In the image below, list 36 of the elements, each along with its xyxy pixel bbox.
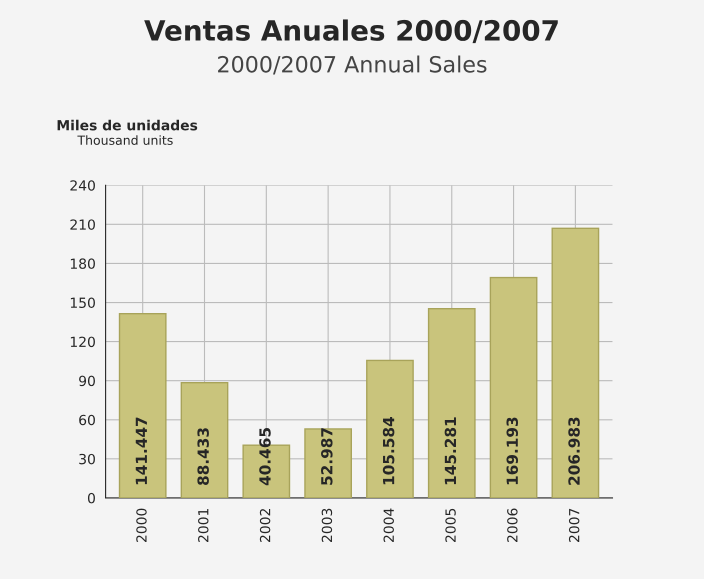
bar xyxy=(366,360,414,498)
x-tick-label: 2002 xyxy=(260,509,270,542)
y-axis-title: Miles de unidades xyxy=(58,120,198,130)
x-tick-label: 2004 xyxy=(383,508,394,542)
y-tick-label: 0 xyxy=(88,492,95,504)
y-tick-label: 240 xyxy=(70,180,95,191)
y-tick-label: 180 xyxy=(70,258,95,269)
y-tick-label: 30 xyxy=(79,454,95,464)
data-label: 145.281 xyxy=(444,417,456,484)
x-tick-label: 2005 xyxy=(445,508,456,542)
x-tick-label: 2001 xyxy=(198,508,209,542)
x-tick-label: 2007 xyxy=(568,508,580,542)
bar xyxy=(118,312,167,498)
data-label: 105.584 xyxy=(382,417,394,484)
y-tick-label: 60 xyxy=(79,414,95,426)
y-tick-label: 90 xyxy=(79,376,95,386)
data-label: 169.193 xyxy=(506,418,518,484)
bar xyxy=(428,308,476,498)
y-tick-label: 150 xyxy=(70,297,95,308)
bar xyxy=(552,228,600,498)
y-tick-label: 120 xyxy=(70,336,95,348)
y-tick-label: 210 xyxy=(70,219,95,230)
data-label: 206.983 xyxy=(568,418,580,485)
data-label: 40.465 xyxy=(259,428,271,486)
x-tick-label: 2003 xyxy=(322,508,332,542)
bar xyxy=(180,382,228,498)
data-label: 141.447 xyxy=(136,418,147,484)
chart-title: Ventas Anuales 2000/2007 xyxy=(144,19,558,44)
bar xyxy=(304,428,352,498)
chart-subtitle: 2000/2007 Annual Sales xyxy=(218,55,486,74)
text: Thousand units xyxy=(77,135,173,145)
data-label: 52.987 xyxy=(321,428,333,485)
x-tick-label: 2000 xyxy=(136,508,147,542)
bar xyxy=(490,276,538,498)
data-label: 88.433 xyxy=(197,428,209,486)
x-tick-label: 2006 xyxy=(507,508,518,542)
